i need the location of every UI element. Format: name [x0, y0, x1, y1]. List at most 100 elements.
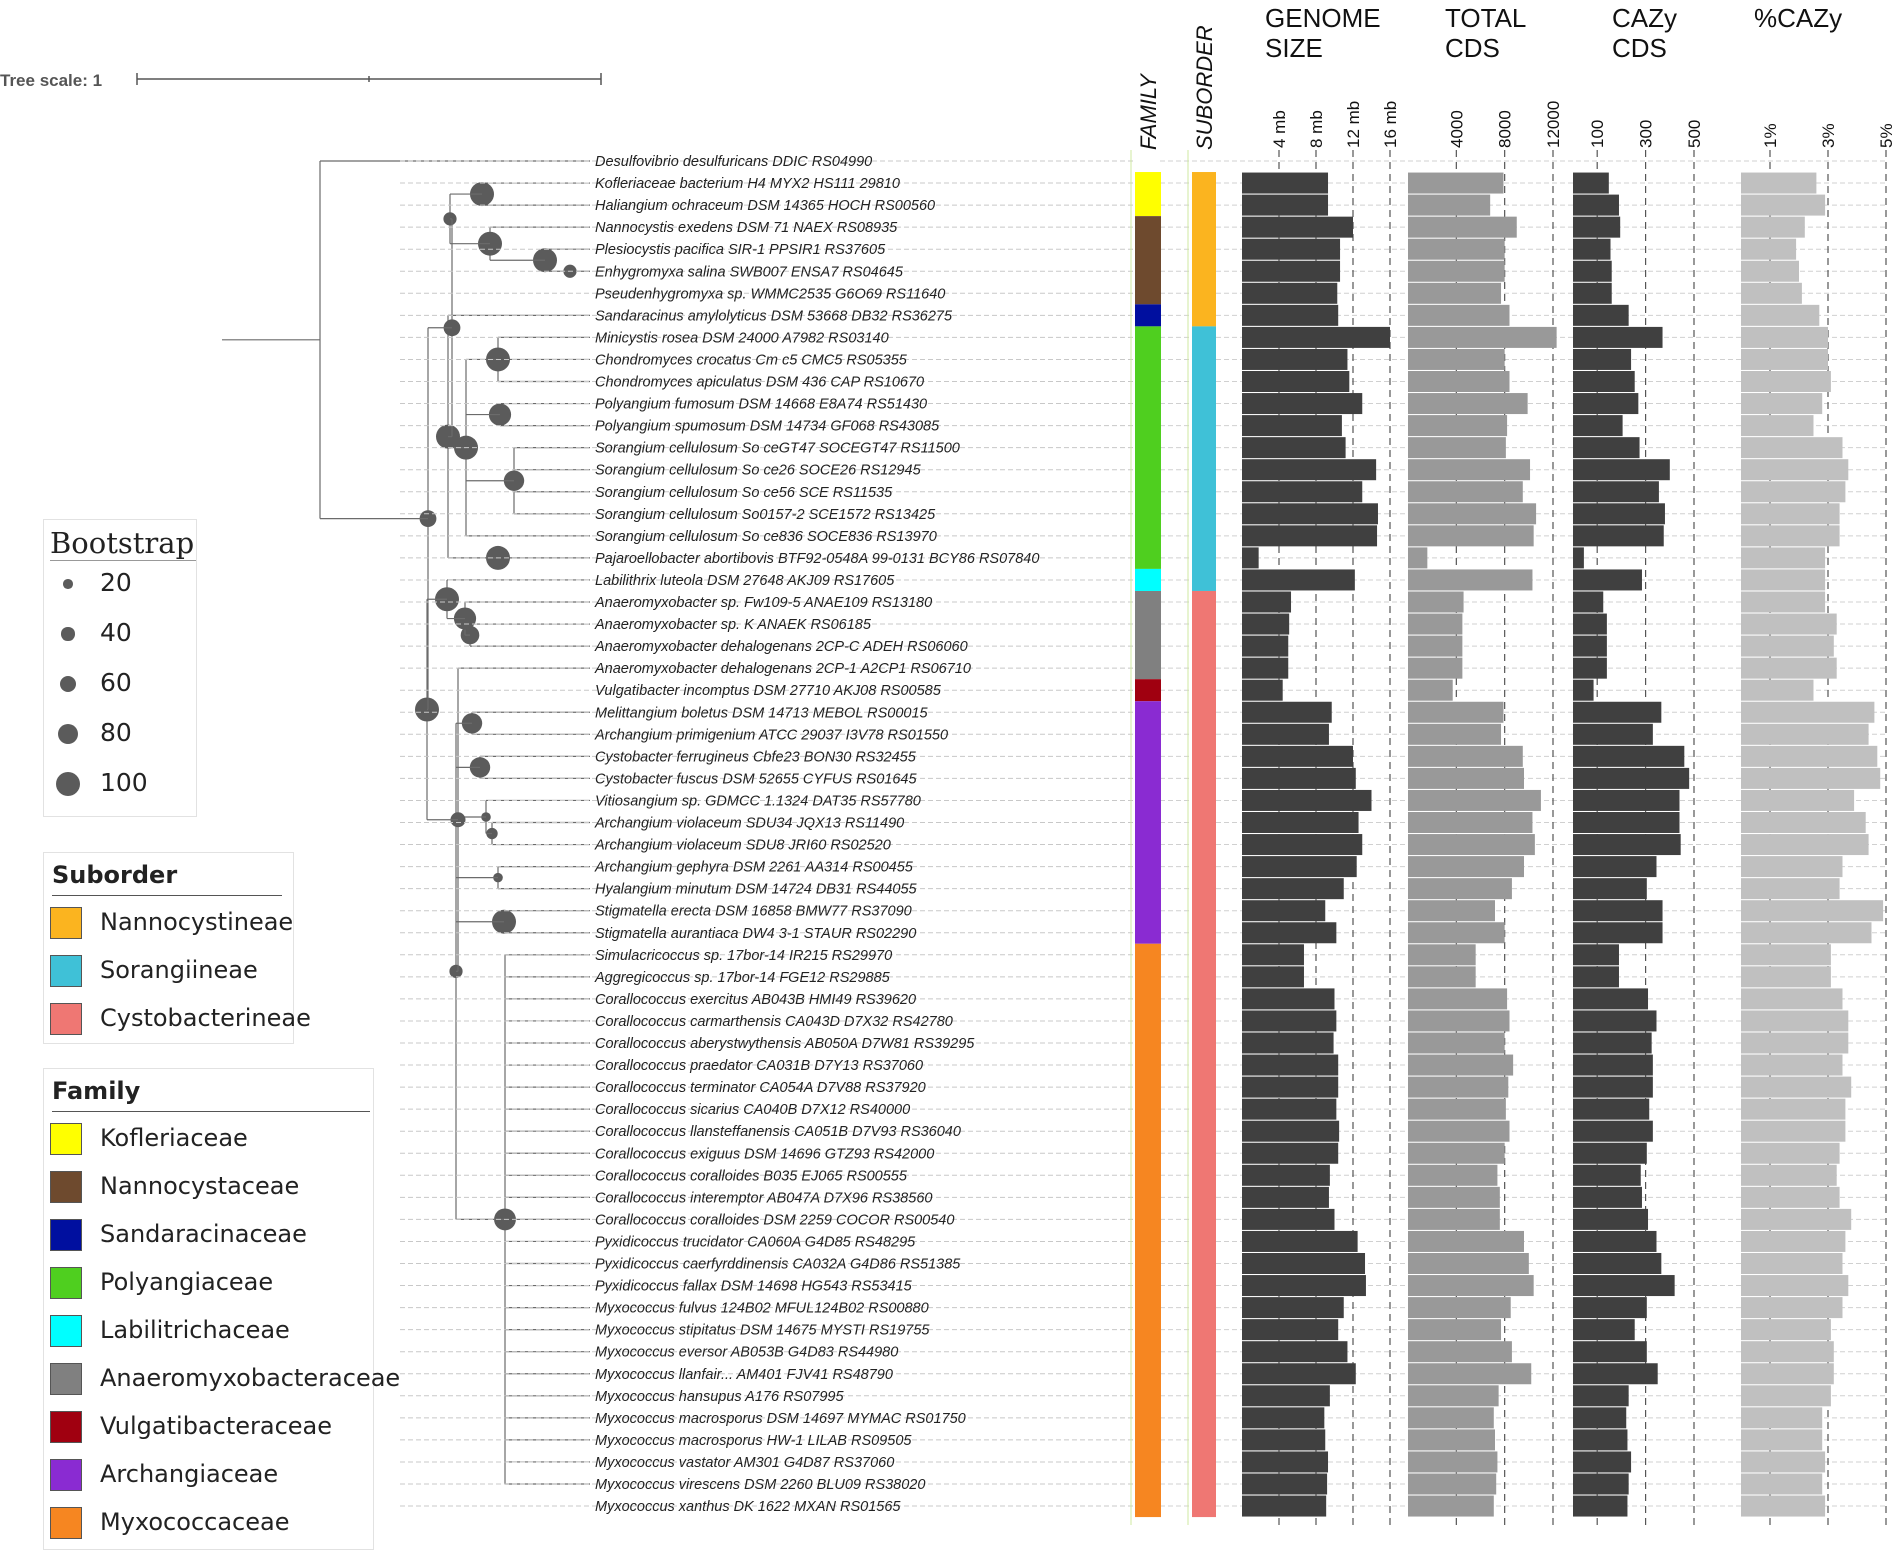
- family-strip-segment: [1135, 568, 1161, 591]
- genome-tick-label: 8 mb: [1307, 110, 1326, 148]
- cds-bar: [1408, 547, 1428, 569]
- pct-bar: [1741, 922, 1872, 944]
- cds-bar: [1408, 1253, 1529, 1274]
- genome-bar: [1242, 1495, 1327, 1517]
- bootstrap-legend-item: 100: [44, 760, 196, 810]
- genome-bar: [1242, 547, 1259, 569]
- cds-tick-label: 8000: [1496, 110, 1515, 148]
- genome-bar: [1242, 1275, 1366, 1297]
- cazy-bar: [1573, 723, 1653, 745]
- family-strip-segment: [1135, 701, 1161, 944]
- genome-bar: [1242, 1253, 1366, 1274]
- family-name: Myxococcaceae: [100, 1508, 290, 1536]
- taxon-label: Aggregicoccus sp. 17bor-14 FGE12 RS29885: [594, 970, 891, 986]
- taxon-label: Haliangium ochraceum DSM 14365 HOCH RS00…: [595, 198, 935, 214]
- pct-bar: [1741, 1010, 1849, 1032]
- genome-bar: [1242, 701, 1332, 723]
- cds-bar: [1408, 966, 1476, 988]
- pct-tick-label: 3%: [1819, 123, 1838, 148]
- genome-bar: [1242, 282, 1338, 304]
- family-name: Kofleriaceae: [100, 1124, 248, 1152]
- family-strip-segment: [1135, 304, 1161, 327]
- cds-bar: [1408, 856, 1524, 878]
- family-legend-item: Polyangiaceae: [44, 1263, 373, 1303]
- taxon-label: Chondromyces crocatus Cm c5 CMC5 RS05355: [595, 352, 908, 368]
- genome-bar: [1242, 371, 1350, 392]
- cds-bar: [1408, 481, 1523, 503]
- cds-bar: [1408, 1275, 1534, 1297]
- genome-bar: [1242, 1032, 1334, 1054]
- pct-bar: [1741, 834, 1869, 856]
- pct-bar: [1741, 635, 1834, 657]
- cazy-tick-label: 100: [1588, 120, 1607, 148]
- cazy-bar: [1573, 1164, 1641, 1186]
- cds-bar: [1408, 1164, 1498, 1186]
- taxon-label: Myxococcus hansupus A176 RS07995: [595, 1389, 844, 1405]
- pct-bar: [1741, 613, 1837, 635]
- taxon-label: Myxococcus vastator AM301 G4D87 RS37060: [595, 1455, 894, 1471]
- bootstrap-value: 100: [100, 768, 148, 797]
- suborder-name: Cystobacterineae: [100, 1004, 311, 1032]
- pct-bar: [1741, 1275, 1849, 1297]
- cds-bar: [1408, 1230, 1524, 1252]
- taxon-label: Myxococcus virescens DSM 2260 BLU09 RS38…: [595, 1477, 925, 1493]
- cazy-bar: [1573, 1451, 1632, 1473]
- cazy-bar: [1573, 1032, 1652, 1054]
- genome-bar: [1242, 393, 1363, 415]
- pct-bar: [1741, 1385, 1831, 1407]
- family-strip-segment: [1135, 679, 1161, 702]
- cazy-bar: [1573, 1186, 1642, 1208]
- family-legend: Family Kofleriaceae Nannocystaceae Sandara…: [43, 1068, 400, 1550]
- pct-bar: [1741, 1208, 1852, 1230]
- pct-bar: [1741, 1363, 1834, 1385]
- taxon-label: Stigmatella erecta DSM 16858 BMW77 RS370…: [595, 904, 912, 920]
- pct-bar: [1741, 701, 1875, 723]
- genome-bar: [1242, 437, 1346, 459]
- cazy-bar: [1573, 701, 1662, 723]
- cds-bar: [1408, 1054, 1514, 1076]
- genome-bar: [1242, 415, 1342, 437]
- pct-bar: [1741, 856, 1843, 878]
- cazy-bar: [1573, 238, 1611, 260]
- cds-bar: [1408, 988, 1508, 1010]
- taxon-label: Corallococcus interemptor AB047A D7X96 R…: [595, 1190, 932, 1206]
- pct-bar: [1741, 260, 1799, 282]
- genome-bar: [1242, 348, 1348, 370]
- family-swatch: [50, 1363, 82, 1395]
- taxon-label: Myxococcus macrosporus DSM 14697 MYMAC R…: [595, 1411, 966, 1427]
- cds-bar: [1408, 878, 1512, 900]
- family-strip-segment: [1135, 943, 1161, 1518]
- cds-bar: [1408, 304, 1510, 326]
- family-legend-item: Kofleriaceae: [44, 1119, 373, 1159]
- family-legend-item: Myxococcaceae: [44, 1503, 373, 1543]
- taxon-label: Corallococcus carmarthensis CA043D D7X32…: [595, 1014, 953, 1030]
- genome-tick-label: 4 mb: [1270, 110, 1289, 148]
- taxon-label: Sorangium cellulosum So ceGT47 SOCEGT47 …: [595, 441, 960, 457]
- cazy-bar: [1573, 503, 1665, 525]
- cazy-panel-title: CAZy: [1612, 3, 1677, 33]
- family-legend-item: Anaeromyxobacteraceae: [44, 1359, 400, 1399]
- cds-bar: [1408, 679, 1453, 701]
- taxon-label: Pseudenhygromyxa sp. WMMC2535 G6O69 RS11…: [595, 286, 945, 302]
- cds-bar: [1408, 1473, 1497, 1495]
- cazy-bar: [1573, 944, 1619, 966]
- suborder-swatch: [50, 1003, 82, 1035]
- cds-bar: [1408, 834, 1535, 856]
- cds-bar: [1408, 812, 1533, 833]
- genome-bar: [1242, 1076, 1339, 1098]
- cazy-bar: [1573, 1054, 1653, 1076]
- genome-bar: [1242, 988, 1335, 1010]
- genome-bar: [1242, 304, 1339, 326]
- pct-bar: [1741, 900, 1884, 922]
- genome-bar: [1242, 1319, 1339, 1341]
- bootstrap-legend-item: 60: [44, 660, 196, 710]
- cazy-panel-title: CDS: [1612, 33, 1667, 63]
- genome-bar: [1242, 481, 1363, 503]
- cazy-bar: [1573, 1253, 1662, 1274]
- cazy-bar: [1573, 1319, 1635, 1341]
- family-name: Archangiaceae: [100, 1460, 279, 1488]
- suborder-name: Nannocystineae: [100, 908, 294, 936]
- suborder-panel-title: SUBORDER: [1192, 25, 1217, 150]
- pct-bar: [1741, 966, 1831, 988]
